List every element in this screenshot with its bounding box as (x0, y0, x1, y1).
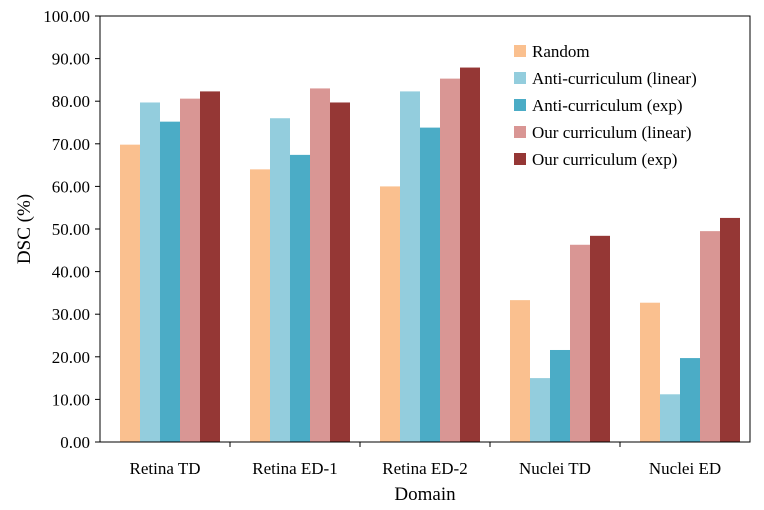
bar-random-retina-td (120, 144, 140, 443)
bar-our-curriculum-linear-retina-ed-1 (310, 88, 330, 443)
bar-anti-curriculum-exp-nuclei-td (550, 349, 570, 442)
legend-label: Our curriculum (exp) (532, 150, 677, 169)
y-axis-title: DSC (%) (14, 194, 35, 264)
y-tick-label: 10.00 (52, 390, 90, 409)
legend-swatch (514, 72, 526, 84)
x-tick-label: Retina ED-2 (382, 459, 467, 478)
bar-anti-curriculum-linear-retina-ed-2 (400, 91, 420, 442)
y-tick-label: 90.00 (52, 50, 90, 69)
legend-swatch (514, 99, 526, 111)
y-tick-label: 20.00 (52, 348, 90, 367)
y-tick-label: 70.00 (52, 135, 90, 154)
y-tick-label: 50.00 (52, 220, 90, 239)
bar-random-retina-ed-1 (250, 169, 270, 443)
bar-anti-curriculum-exp-nuclei-ed (680, 358, 700, 442)
bar-random-nuclei-ed (640, 302, 660, 442)
bar-our-curriculum-exp-retina-ed-2 (460, 67, 480, 443)
legend-swatch (514, 153, 526, 165)
legend-swatch (514, 45, 526, 57)
legend: Random Anti-curriculum (linear) Anti-curri… (514, 42, 697, 169)
bar-anti-curriculum-linear-nuclei-td (530, 378, 550, 442)
bar-anti-curriculum-exp-retina-td (160, 121, 180, 442)
bar-anti-curriculum-linear-retina-td (140, 102, 160, 442)
x-axis-title: Domain (394, 484, 456, 505)
x-axis: Retina TD Retina ED-1 Retina ED-2 Nuclei TD… (130, 442, 721, 478)
x-tick-label: Nuclei TD (519, 459, 591, 478)
bar-our-curriculum-linear-retina-td (180, 98, 200, 443)
y-tick-label: 30.00 (52, 305, 90, 324)
bar-our-curriculum-linear-nuclei-td (570, 244, 590, 442)
legend-label: Anti-curriculum (linear) (532, 69, 697, 88)
y-tick-label: 80.00 (52, 92, 90, 111)
bar-our-curriculum-exp-nuclei-ed (720, 217, 740, 442)
bar-anti-curriculum-exp-retina-ed-1 (290, 154, 310, 442)
bar-random-nuclei-td (510, 300, 530, 442)
bar-random-retina-ed-2 (380, 186, 400, 442)
bar-our-curriculum-exp-nuclei-td (590, 235, 610, 442)
bar-anti-curriculum-linear-retina-ed-1 (270, 118, 290, 443)
legend-label: Our curriculum (linear) (532, 123, 692, 142)
bar-our-curriculum-linear-nuclei-ed (700, 231, 720, 442)
y-tick-label: 60.00 (52, 177, 90, 196)
x-tick-label: Retina ED-1 (252, 459, 337, 478)
bar-anti-curriculum-linear-nuclei-ed (660, 394, 680, 442)
legend-label: Anti-curriculum (exp) (532, 96, 683, 115)
bar-our-curriculum-exp-retina-ed-1 (330, 102, 350, 442)
legend-label: Random (532, 42, 590, 61)
y-tick-label: 0.00 (60, 433, 90, 452)
y-tick-label: 40.00 (52, 263, 90, 282)
y-axis: 0.00 10.00 20.00 30.00 40.00 50.00 60.00 70.00 8… (43, 7, 100, 452)
bar-our-curriculum-exp-retina-td (200, 91, 220, 442)
y-tick-label: 100.00 (43, 7, 90, 26)
x-tick-label: Retina TD (130, 459, 201, 478)
bar-anti-curriculum-exp-retina-ed-2 (420, 127, 440, 442)
legend-swatch (514, 126, 526, 138)
bar-our-curriculum-linear-retina-ed-2 (440, 78, 460, 442)
x-tick-label: Nuclei ED (649, 459, 721, 478)
bars-group (120, 67, 740, 443)
